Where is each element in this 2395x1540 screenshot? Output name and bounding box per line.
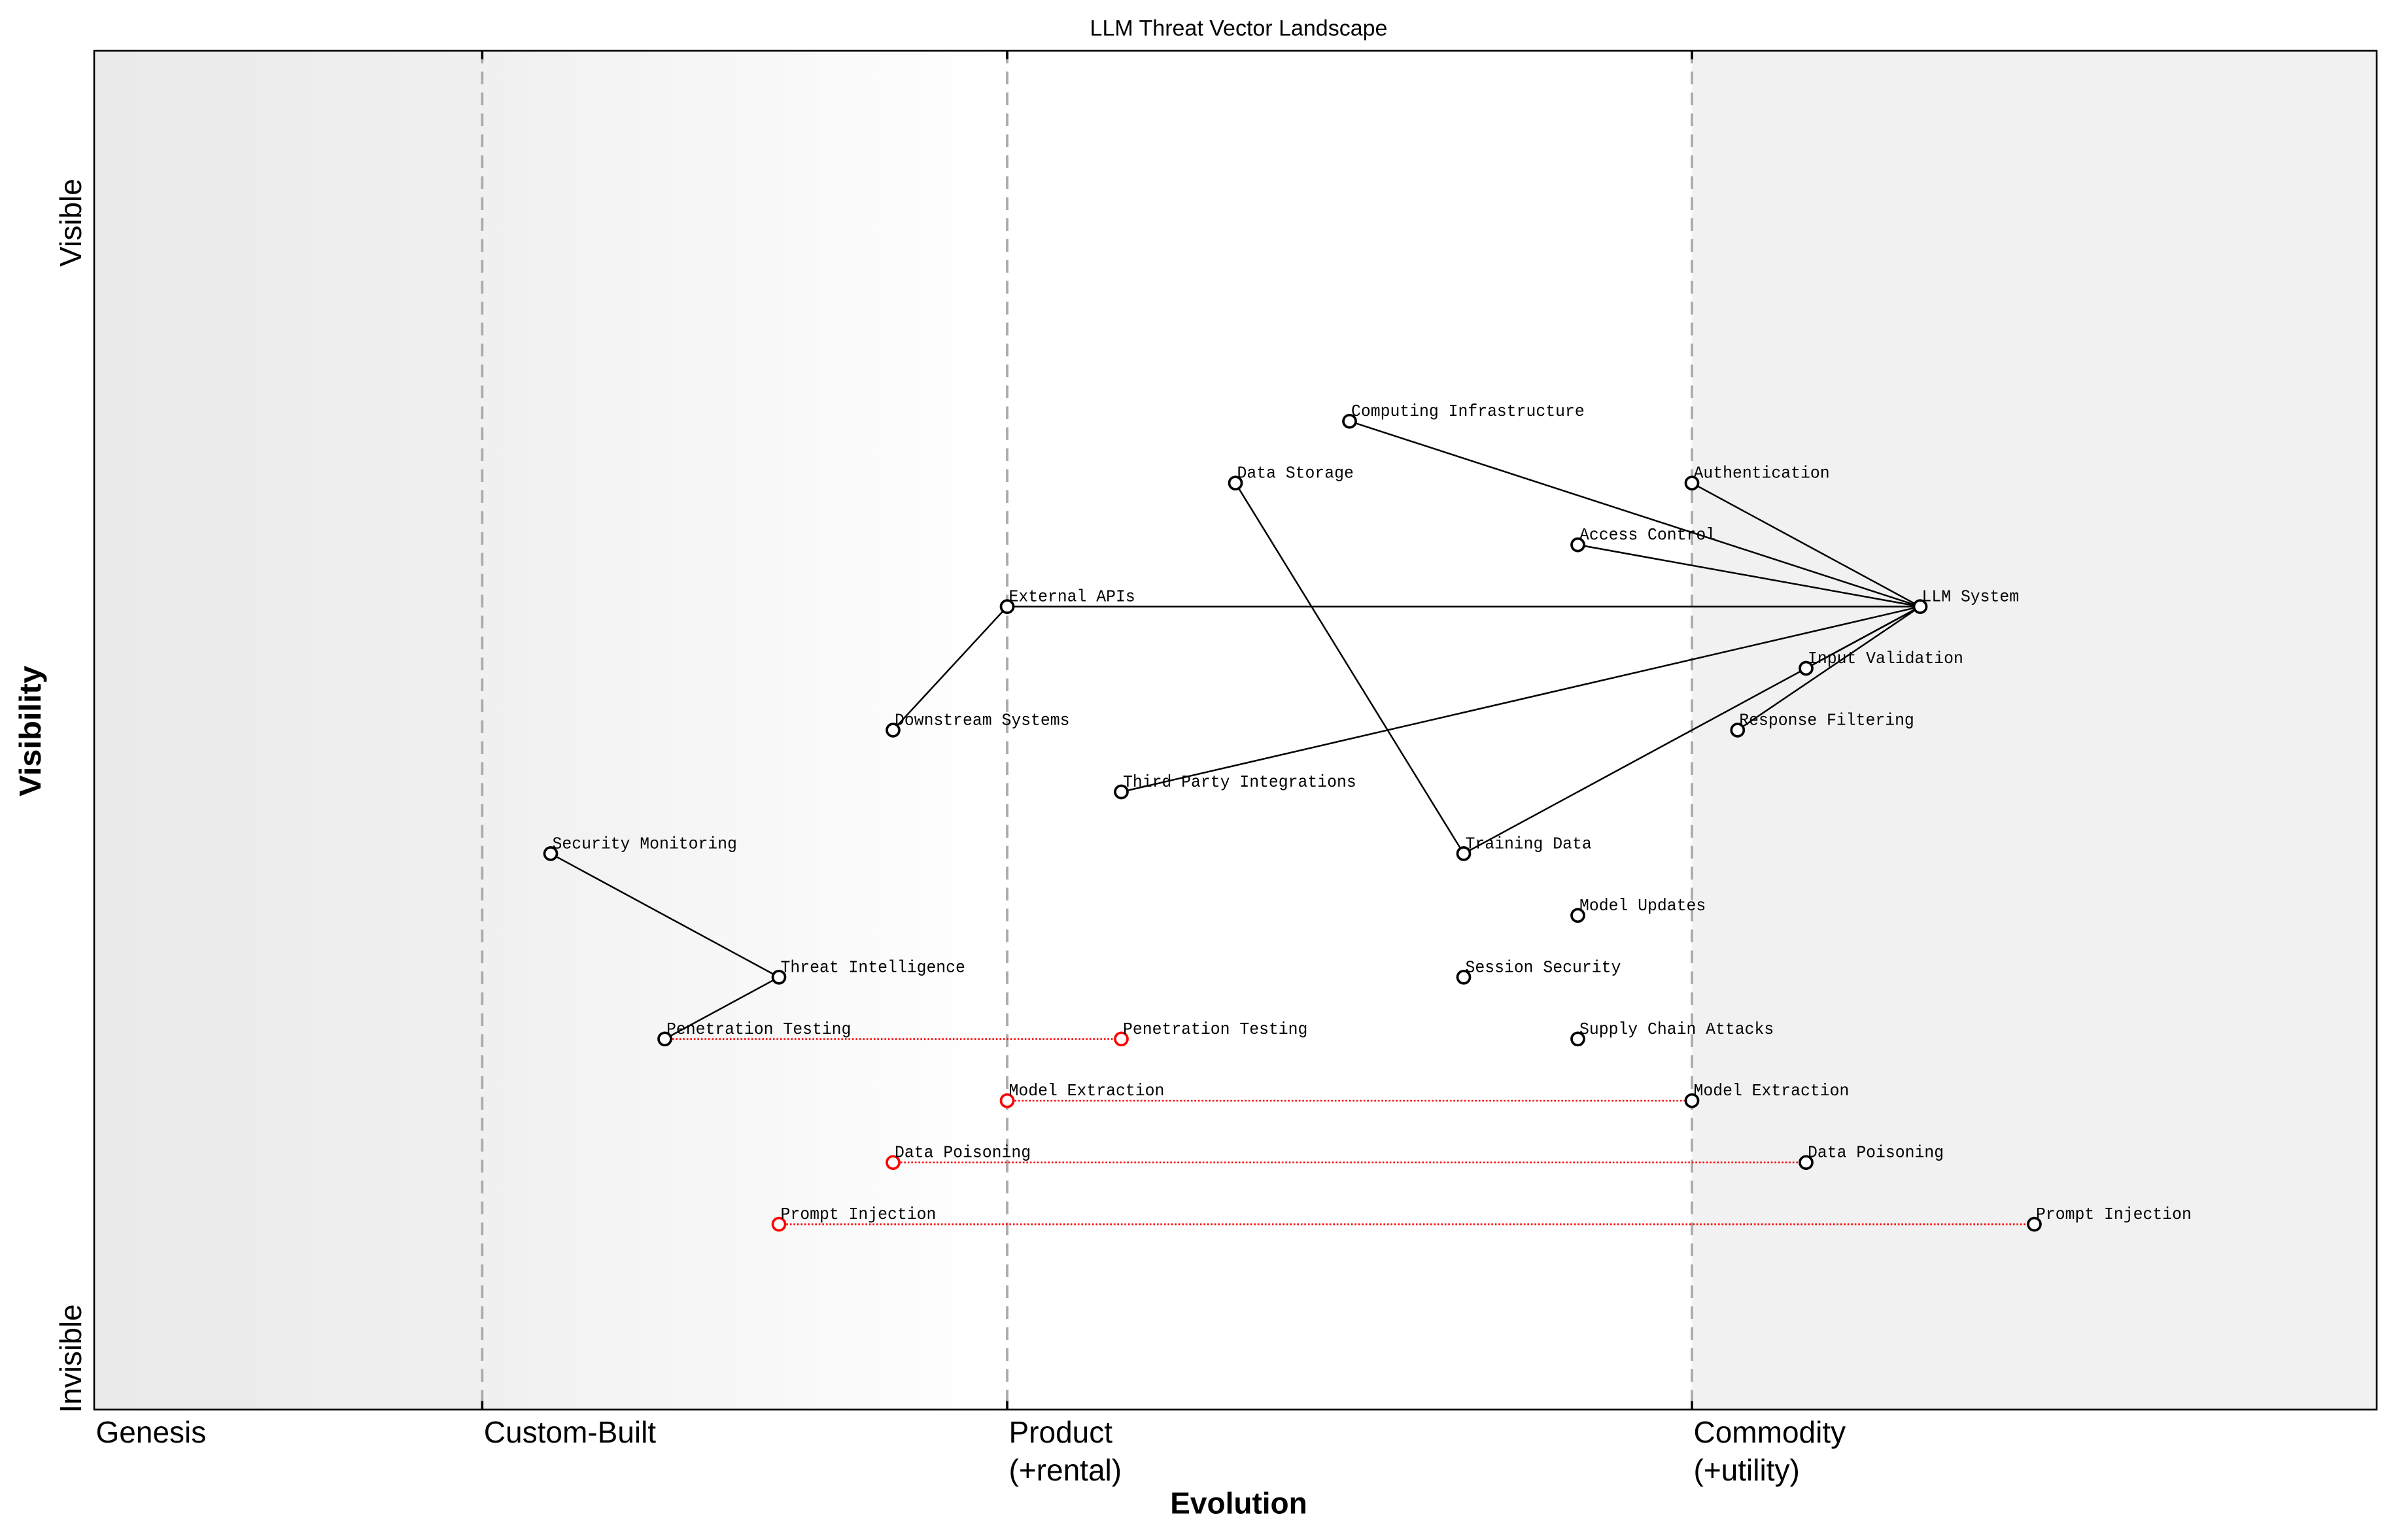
- svg-text:Supply Chain Attacks: Supply Chain Attacks: [1579, 1019, 1774, 1039]
- svg-text:Response Filtering: Response Filtering: [1739, 711, 1914, 730]
- svg-text:Product: Product: [1009, 1415, 1113, 1449]
- svg-text:Authentication: Authentication: [1694, 464, 1830, 483]
- svg-text:Data Poisoning: Data Poisoning: [895, 1143, 1031, 1163]
- svg-text:Downstream Systems: Downstream Systems: [895, 711, 1070, 730]
- svg-text:Evolution: Evolution: [1170, 1486, 1307, 1520]
- svg-text:Model Extraction: Model Extraction: [1009, 1081, 1165, 1101]
- svg-text:Visibility: Visibility: [13, 666, 47, 796]
- svg-text:Penetration Testing: Penetration Testing: [666, 1019, 851, 1039]
- svg-text:(+rental): (+rental): [1009, 1453, 1122, 1487]
- svg-text:Computing Infrastructure: Computing Infrastructure: [1351, 402, 1585, 421]
- svg-text:Custom-Built: Custom-Built: [484, 1415, 657, 1449]
- svg-text:Prompt Injection: Prompt Injection: [781, 1205, 937, 1224]
- svg-text:Model Extraction: Model Extraction: [1694, 1081, 1850, 1101]
- svg-text:Model Updates: Model Updates: [1579, 896, 1706, 915]
- svg-text:Penetration Testing: Penetration Testing: [1123, 1019, 1307, 1039]
- svg-text:Session Security: Session Security: [1466, 957, 1621, 977]
- svg-text:External APIs: External APIs: [1009, 587, 1135, 607]
- svg-text:Commodity: Commodity: [1694, 1415, 1846, 1449]
- svg-text:(+utility): (+utility): [1694, 1453, 1800, 1487]
- svg-text:Invisible: Invisible: [54, 1304, 88, 1412]
- svg-text:Input Validation: Input Validation: [1808, 649, 1963, 668]
- svg-text:Training Data: Training Data: [1466, 834, 1592, 853]
- svg-text:Data Storage: Data Storage: [1237, 464, 1354, 483]
- svg-text:LLM Threat Vector Landscape: LLM Threat Vector Landscape: [1090, 16, 1388, 41]
- svg-text:Prompt Injection: Prompt Injection: [2036, 1205, 2192, 1224]
- svg-text:Threat Intelligence: Threat Intelligence: [781, 957, 965, 977]
- svg-text:Access Control: Access Control: [1579, 525, 1715, 545]
- svg-text:Security Monitoring: Security Monitoring: [553, 834, 737, 853]
- svg-text:Third Party Integrations: Third Party Integrations: [1123, 772, 1356, 792]
- svg-text:Data Poisoning: Data Poisoning: [1808, 1143, 1944, 1163]
- svg-text:Genesis: Genesis: [96, 1415, 207, 1449]
- svg-text:LLM System: LLM System: [1922, 587, 2020, 607]
- svg-text:Visible: Visible: [54, 179, 88, 267]
